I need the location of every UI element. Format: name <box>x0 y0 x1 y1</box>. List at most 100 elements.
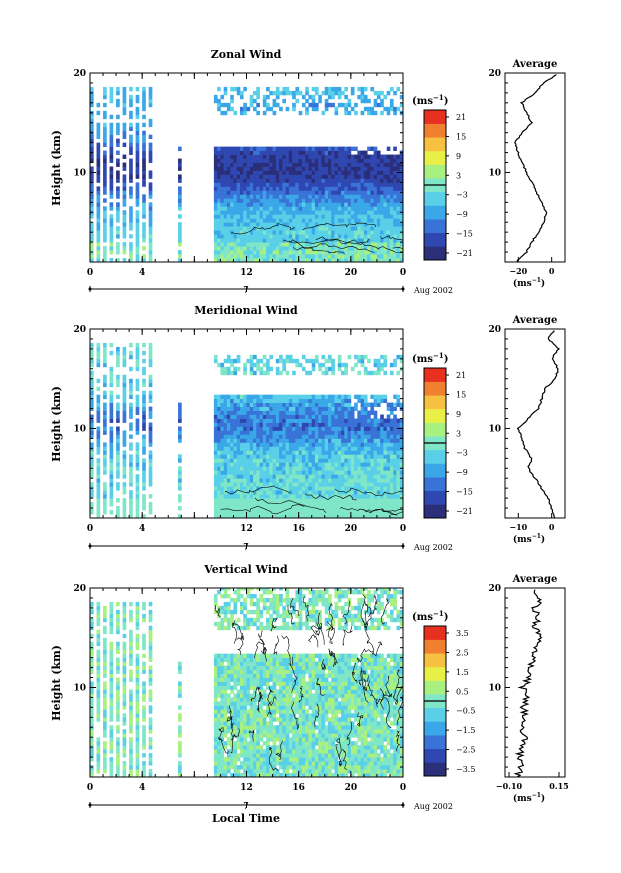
heatmap-cell <box>301 458 306 463</box>
heatmap-cell <box>259 210 264 215</box>
heatmap-cell <box>135 402 140 407</box>
colorbar-swatch <box>424 191 446 206</box>
heatmap-cell <box>279 506 283 511</box>
heatmap-cell <box>129 390 133 396</box>
heatmap-cell <box>279 462 283 467</box>
heatmap-cell <box>96 685 101 690</box>
heatmap-cell <box>279 414 283 419</box>
heatmap-cell <box>220 258 225 262</box>
heatmap-cell <box>259 182 264 187</box>
heatmap-cell <box>350 410 355 415</box>
colorbar-swatch <box>424 368 446 382</box>
heatmap-cell <box>279 426 283 431</box>
heatmap-cell <box>272 154 277 159</box>
heatmap-cell <box>305 514 309 518</box>
heatmap-cell <box>298 414 303 419</box>
heatmap-cell <box>288 354 293 360</box>
heatmap-cell <box>363 174 368 179</box>
heatmap-cell <box>321 446 326 451</box>
heatmap-cell <box>389 482 394 487</box>
heatmap-cell <box>314 410 319 415</box>
heatmap-cell <box>373 394 378 400</box>
heatmap-cell <box>344 430 348 435</box>
heatmap-cell <box>269 470 273 475</box>
heatmap-cell <box>116 434 120 439</box>
heatmap-cell <box>341 398 345 404</box>
heatmap-cell <box>116 410 120 415</box>
heatmap-cell <box>262 218 267 223</box>
y-tick-label: 10 <box>73 424 86 434</box>
heatmap-cell <box>288 490 293 495</box>
heatmap-cell <box>311 426 316 431</box>
heatmap-cell <box>324 482 329 487</box>
heatmap-cell <box>318 162 322 167</box>
heatmap-cell <box>308 466 313 471</box>
heatmap-cell <box>253 250 257 255</box>
heatmap-cell <box>230 154 234 159</box>
heatmap-cell <box>301 214 306 219</box>
heatmap-cell <box>243 174 247 179</box>
profile-x-tick-label: 0 <box>549 522 555 532</box>
heatmap-cell <box>266 446 270 451</box>
heatmap-cell <box>236 490 241 495</box>
heatmap-cell <box>246 158 251 163</box>
heatmap-cell <box>341 510 345 515</box>
heatmap-cell <box>380 218 384 223</box>
heatmap-cell <box>305 210 309 215</box>
heatmap-cell <box>148 218 153 223</box>
heatmap-cell <box>328 234 332 239</box>
heatmap-cell <box>380 498 384 503</box>
heatmap-cell <box>142 206 146 211</box>
heatmap-cell <box>285 406 290 411</box>
heatmap-cell <box>344 466 348 471</box>
heatmap-cell <box>103 653 107 659</box>
heatmap-cell <box>148 254 153 259</box>
heatmap-cell <box>262 442 267 447</box>
heatmap-cell <box>279 450 283 455</box>
heatmap-cell <box>393 258 397 262</box>
heatmap-cell <box>262 354 267 360</box>
heatmap-cell <box>256 406 260 411</box>
heatmap-cell <box>148 506 153 511</box>
heatmap-cell <box>350 166 355 171</box>
heatmap-cell <box>272 398 277 404</box>
heatmap-cell <box>142 230 146 235</box>
heatmap-cell <box>256 158 260 163</box>
heatmap-cell <box>103 649 107 655</box>
heatmap-cell <box>266 206 270 211</box>
heatmap-cell <box>135 142 140 148</box>
heatmap-cell <box>96 438 101 443</box>
heatmap-cell <box>122 142 127 148</box>
heatmap-cell <box>249 234 254 239</box>
heatmap-cell <box>347 238 352 243</box>
heatmap-cell <box>292 498 296 503</box>
heatmap-cell <box>321 162 326 167</box>
heatmap-cell <box>357 418 362 423</box>
heatmap-cell <box>148 406 153 411</box>
heatmap-cell <box>269 194 273 199</box>
heatmap-cell <box>386 162 391 167</box>
heatmap-cell <box>282 418 287 423</box>
heatmap-cell <box>298 410 303 415</box>
heatmap-cell <box>243 474 247 479</box>
heatmap-cell <box>360 410 365 415</box>
colorbar-unit: (ms−1) <box>412 93 448 107</box>
heatmap-cell <box>308 478 313 483</box>
heatmap-cell <box>357 462 362 467</box>
heatmap-cell <box>396 206 401 211</box>
heatmap-cell <box>122 346 127 352</box>
heatmap-cell <box>367 98 371 104</box>
heatmap-cell <box>288 242 293 247</box>
heatmap-cell <box>236 450 241 455</box>
heatmap-cell <box>383 438 388 443</box>
heatmap-cell <box>331 474 335 479</box>
date-label: Aug 2002 <box>413 543 453 552</box>
day-axis: 7 Aug 2002 <box>90 286 453 296</box>
heatmap-cell <box>305 254 309 259</box>
heatmap-cell <box>135 246 140 251</box>
heatmap-cell <box>308 162 313 167</box>
heatmap-cell <box>311 242 316 247</box>
heatmap-cell <box>376 186 381 191</box>
heatmap-cell <box>298 430 303 435</box>
heatmap-cell <box>269 458 273 463</box>
